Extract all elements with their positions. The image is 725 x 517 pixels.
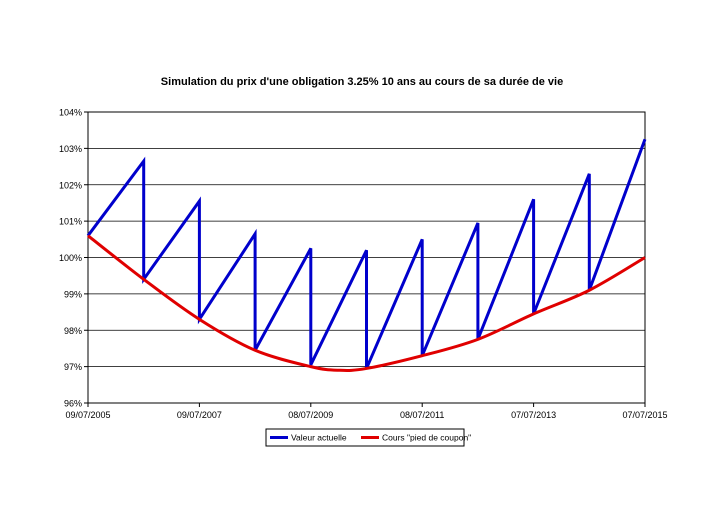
y-tick-label: 99% <box>64 289 82 299</box>
x-tick-label: 08/07/2009 <box>288 410 333 420</box>
x-tick-label: 07/07/2013 <box>511 410 556 420</box>
x-tick-label: 09/07/2005 <box>65 410 110 420</box>
y-tick-label: 98% <box>64 326 82 336</box>
y-tick-label: 97% <box>64 362 82 372</box>
x-tick-label: 08/07/2011 <box>400 410 444 420</box>
series-line-cours-pied-de-coupon <box>87 234 646 372</box>
series-line-valeur-actuelle <box>86 138 647 370</box>
y-tick-label: 103% <box>59 144 82 154</box>
legend: Valeur actuelle Cours "pied de coupon" <box>265 428 471 447</box>
legend-label-valeur-actuelle: Valeur actuelle <box>291 433 347 443</box>
axis-layer: 96% 97% 98% 99% 100% 101% 102% 103% 104% 09/07/20… <box>59 108 668 421</box>
y-tick-label: 102% <box>59 180 82 190</box>
series-layer <box>86 138 647 372</box>
legend-label-cours-pied-de-coupon: Cours "pied de coupon" <box>382 433 471 443</box>
y-tick-label: 104% <box>59 108 82 118</box>
y-tick-label: 96% <box>64 399 82 409</box>
y-tick-label: 101% <box>59 217 82 227</box>
y-tick-label: 100% <box>59 253 82 263</box>
x-tick-label: 09/07/2007 <box>177 410 222 420</box>
x-tick-label: 07/07/2015 <box>622 410 667 420</box>
chart-title: Simulation du prix d'une obligation 3.25… <box>161 76 563 88</box>
